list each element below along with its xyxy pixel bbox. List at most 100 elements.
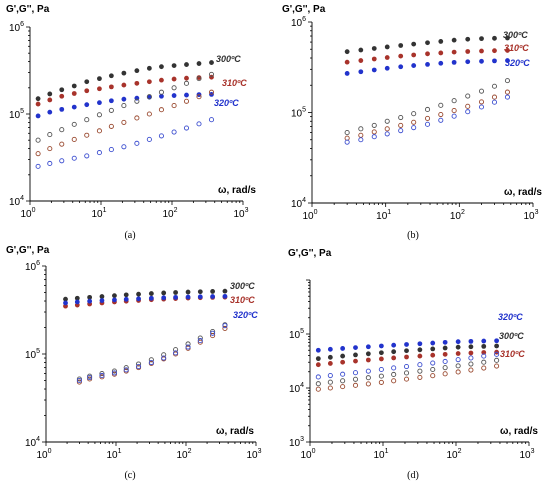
filled-point [185, 294, 191, 300]
filled-point [344, 59, 350, 65]
temperature-label: 320ºC [498, 312, 523, 322]
filled-point [47, 97, 53, 103]
filled-point [84, 79, 90, 85]
open-point [352, 376, 359, 382]
filled-point [481, 338, 487, 344]
open-point [465, 109, 471, 115]
open-point [35, 163, 41, 169]
filled-point [468, 350, 474, 356]
temperature-label: 310ºC [500, 349, 525, 359]
filled-point [99, 298, 105, 303]
filled-point [197, 289, 203, 295]
tick-base: 10 [9, 110, 21, 121]
filled-point [455, 344, 461, 350]
filled-point [108, 98, 114, 104]
open-point [47, 146, 53, 152]
open-point [378, 373, 384, 379]
filled-point [84, 102, 90, 108]
filled-point [442, 339, 448, 345]
filled-point [315, 362, 321, 368]
x-tick-label: 101 [376, 209, 391, 222]
open-point [411, 119, 417, 125]
open-point [123, 367, 129, 373]
filled-point [59, 87, 65, 93]
y-tick-label: 105 [25, 348, 40, 361]
filled-point [121, 82, 127, 88]
tick-exponent: 6 [20, 21, 24, 28]
y-tick-label: 104 [291, 197, 306, 210]
open-point [171, 129, 177, 135]
filled-point [505, 58, 510, 63]
filled-point [210, 289, 216, 294]
filled-point [442, 351, 448, 357]
series-300c [344, 35, 510, 55]
open-point [465, 103, 471, 109]
tick-base: 10 [302, 211, 314, 222]
filled-point [411, 52, 417, 58]
tick-base: 10 [289, 384, 301, 395]
open-point [424, 115, 431, 121]
filled-point [398, 64, 404, 70]
filled-point [358, 69, 364, 75]
filled-point [365, 357, 371, 363]
open-point [183, 80, 190, 86]
filled-point [209, 60, 214, 65]
filled-point [411, 41, 417, 47]
filled-point [35, 113, 41, 119]
panel-label: (d) [407, 470, 419, 481]
filled-point [74, 295, 80, 301]
filled-point [479, 48, 484, 54]
filled-point [438, 60, 444, 66]
tick-exponent: 1 [118, 448, 122, 455]
filled-point [123, 292, 129, 298]
tick-exponent: 0 [32, 207, 36, 214]
filled-point [184, 62, 189, 67]
open-point [136, 361, 142, 367]
temperature-label: 320ºC [505, 58, 530, 68]
open-point [327, 385, 333, 391]
filled-point [417, 353, 423, 359]
tick-exponent: 6 [302, 16, 306, 23]
filled-point [430, 352, 436, 358]
temperature-label: 300ºC [230, 281, 255, 291]
x-axis-title: ω, rad/s [218, 185, 256, 196]
filled-point [108, 73, 114, 79]
open-point [171, 85, 177, 91]
filled-point [358, 47, 364, 53]
filled-point [344, 71, 350, 76]
series-300cg [35, 71, 215, 143]
open-point [411, 125, 417, 131]
temperature-label: 310ºC [222, 78, 247, 88]
filled-point [378, 350, 384, 356]
x-tick-label: 102 [446, 448, 461, 461]
series-310cg [344, 89, 511, 141]
filled-point [384, 55, 390, 60]
tick-base: 10 [291, 199, 303, 210]
filled-point [411, 63, 417, 68]
open-point [134, 115, 140, 121]
filled-point [391, 349, 397, 355]
open-point [481, 365, 487, 371]
filled-point [398, 43, 404, 48]
x-tick-label: 100 [300, 448, 315, 461]
filled-point [171, 76, 177, 82]
open-point [455, 357, 461, 363]
open-point [96, 150, 102, 156]
filled-point [159, 64, 164, 70]
open-point [478, 104, 485, 110]
tick-base: 10 [300, 450, 312, 461]
tick-exponent: 5 [300, 328, 304, 335]
filled-point [84, 88, 90, 94]
filled-point [87, 298, 93, 304]
open-point [71, 121, 77, 127]
x-tick-label: 101 [91, 207, 106, 220]
filled-point [197, 294, 203, 300]
filled-point [47, 109, 53, 115]
x-tick-label: 103 [519, 448, 534, 461]
open-point [196, 121, 202, 127]
x-tick-label: 102 [450, 209, 465, 222]
open-point [465, 93, 471, 99]
tick-base: 10 [25, 262, 37, 273]
tick-base: 10 [519, 450, 531, 461]
